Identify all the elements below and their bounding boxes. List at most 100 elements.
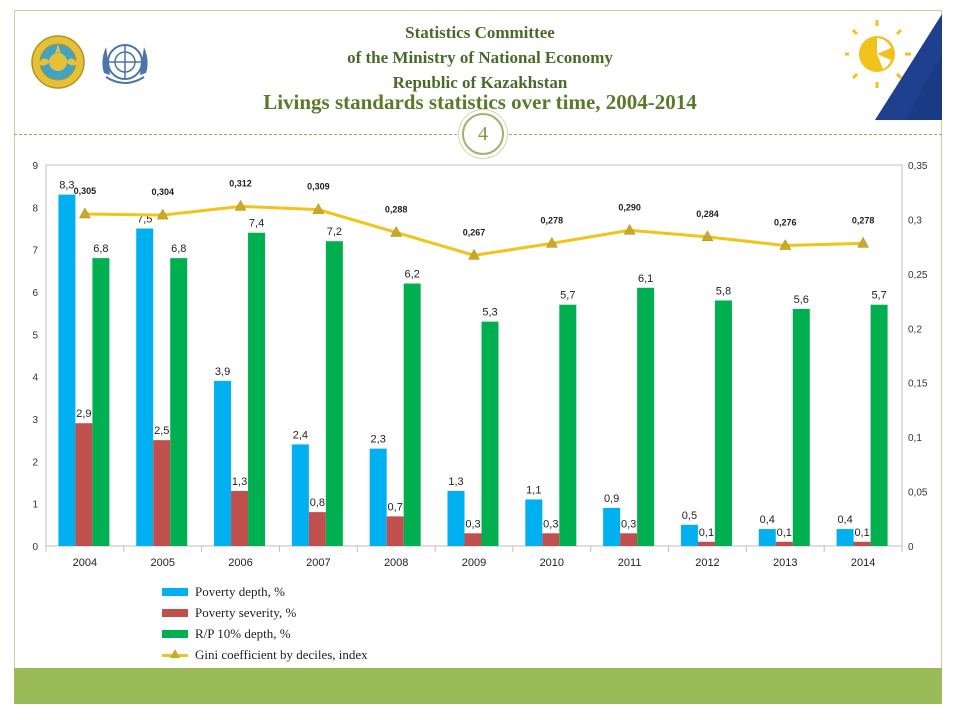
data-label: 0,8 (310, 497, 325, 509)
line-marker (857, 236, 870, 248)
data-label: 0,3 (543, 518, 558, 530)
data-label: 7,4 (249, 218, 264, 230)
data-label: 8,3 (59, 180, 74, 192)
bar (775, 541, 793, 546)
y-left-tick-label: 9 (32, 161, 38, 172)
y-right-tick-label: 0,15 (908, 379, 928, 390)
data-label: 1,1 (526, 484, 541, 496)
bar (714, 300, 732, 546)
line-marker (78, 207, 91, 219)
y-right-tick-label: 0,2 (908, 324, 922, 335)
legend-label: R/P 10% depth, % (195, 626, 291, 641)
y-right-tick-label: 0,25 (908, 270, 928, 281)
data-label: 2,9 (76, 408, 91, 420)
data-label: 5,7 (871, 290, 886, 302)
data-label: 5,7 (560, 290, 575, 302)
legend-label: Poverty depth, % (195, 584, 285, 599)
data-label: 3,9 (215, 366, 230, 378)
line-marker (545, 236, 558, 248)
bar (853, 541, 871, 546)
bar (386, 516, 404, 546)
bar (153, 440, 171, 546)
line-marker (701, 230, 714, 242)
footer-bar (14, 668, 942, 704)
data-label: 1,3 (448, 476, 463, 488)
y-left-tick-label: 3 (32, 415, 38, 426)
data-label: 0,304 (151, 187, 174, 197)
y-left-tick-label: 4 (32, 373, 38, 384)
bar (870, 304, 888, 546)
data-label: 6,1 (638, 273, 653, 285)
bar (792, 308, 810, 546)
x-tick-label: 2006 (228, 557, 252, 569)
data-label: 0,1 (699, 527, 714, 539)
y-left-tick-label: 0 (32, 542, 38, 553)
data-label: 0,276 (774, 218, 797, 228)
y-left-tick-label: 1 (32, 500, 38, 511)
bar (248, 232, 266, 546)
data-label: 0,278 (852, 215, 875, 225)
org-line-3: Republic of Kazakhstan (392, 73, 568, 92)
org-line-2: of the Ministry of National Economy (347, 48, 613, 67)
y-left-tick-label: 2 (32, 457, 38, 468)
bar (291, 444, 309, 546)
bar (447, 490, 465, 546)
bar (603, 507, 621, 546)
x-tick-label: 2010 (540, 557, 564, 569)
line-marker (156, 208, 169, 220)
line-marker (468, 248, 480, 260)
data-label: 0,1 (777, 527, 792, 539)
data-label: 5,8 (716, 285, 731, 297)
data-label: 6,8 (171, 243, 186, 255)
data-label: 0,305 (74, 186, 97, 196)
data-label: 0,3 (621, 518, 636, 530)
bar (697, 541, 715, 546)
y-left-tick-label: 8 (32, 203, 38, 214)
org-line-1: Statistics Committee (405, 23, 555, 42)
data-label: 5,6 (794, 294, 809, 306)
page-title: Livings standards statistics over time, … (263, 90, 697, 114)
data-label: 2,3 (371, 434, 386, 446)
bar (481, 321, 499, 546)
legend-swatch (162, 609, 188, 617)
bar (308, 512, 326, 546)
data-label: 0,278 (541, 215, 564, 225)
bar (637, 287, 655, 546)
statistics-committee-logo (845, 14, 942, 120)
bar (403, 283, 421, 546)
data-label: 6,2 (405, 269, 420, 281)
data-label: 2,4 (293, 429, 308, 441)
bar (559, 304, 577, 546)
data-label: 1,3 (232, 476, 247, 488)
x-tick-label: 2014 (851, 557, 875, 569)
data-label: 0,7 (388, 501, 403, 513)
y-left-tick-label: 5 (32, 330, 38, 341)
data-label: 0,290 (618, 202, 641, 212)
x-tick-label: 2005 (150, 557, 174, 569)
line-marker (234, 199, 247, 211)
legend-label: Poverty severity, % (195, 605, 297, 620)
data-label: 0,288 (385, 204, 408, 214)
line-marker (779, 239, 792, 250)
line-marker (623, 223, 636, 235)
data-label: 6,8 (93, 243, 108, 255)
data-label: 0,3 (465, 518, 480, 530)
legend-swatch (162, 630, 188, 638)
y-left-tick-label: 6 (32, 288, 38, 299)
bar (92, 258, 110, 546)
bar (525, 499, 543, 546)
data-label: 0,267 (463, 227, 486, 237)
bar (231, 490, 249, 546)
bar (758, 529, 776, 546)
data-label: 2,5 (154, 425, 169, 437)
kazakhstan-emblem (31, 35, 85, 89)
bar (136, 228, 154, 546)
legend-swatch (162, 588, 188, 596)
y-right-tick-label: 0,3 (908, 215, 922, 226)
bar (542, 533, 560, 546)
x-tick-label: 2009 (462, 557, 486, 569)
y-right-tick-label: 0,05 (908, 488, 928, 499)
bar (75, 423, 93, 546)
bar (464, 533, 482, 546)
